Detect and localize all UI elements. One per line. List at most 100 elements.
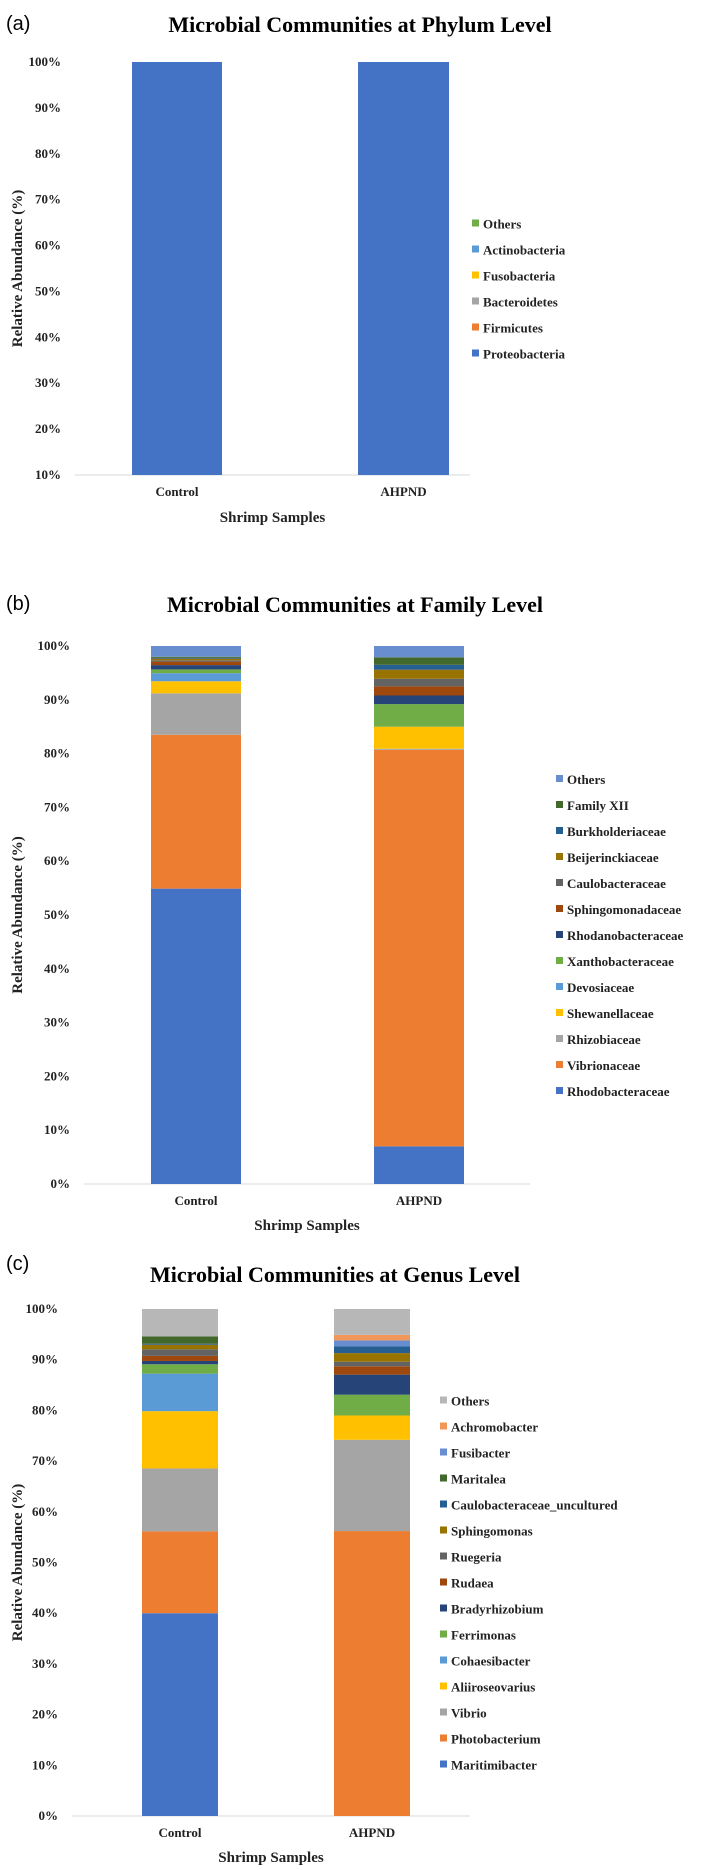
y-tick-label: 20% xyxy=(35,421,61,436)
bar-segment-family-xii xyxy=(151,656,241,658)
legend-label: Fusibacter xyxy=(451,1446,510,1461)
bar-segment-bradyrhizobium xyxy=(142,1360,218,1365)
y-tick-label: 50% xyxy=(32,1555,58,1570)
y-tick-label: 40% xyxy=(32,1605,58,1620)
bar-segment-vibrionaceae xyxy=(151,734,241,889)
bar-segment-aliiroseovarius xyxy=(142,1411,218,1469)
y-tick-label: 70% xyxy=(32,1453,58,1468)
bar-segment-devosiaceae xyxy=(151,673,241,682)
legend-swatch xyxy=(556,1035,563,1042)
legend-label: Others xyxy=(483,217,521,232)
legend-item: Ferrimonas xyxy=(440,1628,516,1643)
y-tick-label: 30% xyxy=(32,1656,58,1671)
y-tick-label: 50% xyxy=(44,907,70,922)
legend-label: Rhizobiaceae xyxy=(567,1032,641,1047)
chart-panel-0: (a) Microbial Communities at Phylum Level… xyxy=(6,12,566,526)
bar-segment-maritalea xyxy=(142,1336,218,1344)
legend-item: Firmicutes xyxy=(472,321,543,336)
x-axis-title: Shrimp Samples xyxy=(218,1850,324,1866)
y-axis-title: Relative Abundance (%) xyxy=(10,836,26,994)
bar-segment-others xyxy=(374,646,464,658)
bar-segment-proteobacteria xyxy=(132,62,222,475)
y-tick-label: 100% xyxy=(26,1301,59,1316)
legend-swatch xyxy=(472,297,479,305)
legend-item: Xanthobacteraceae xyxy=(556,954,674,969)
bar-segment-burkholderiaceae xyxy=(374,664,464,670)
bar-segment-achromobacter xyxy=(334,1334,410,1341)
bar-segment-cohaesibacter xyxy=(142,1373,218,1412)
legend-swatch xyxy=(440,1552,447,1560)
bar-segment-sphingomonas xyxy=(142,1344,218,1350)
legend-swatch xyxy=(440,1682,447,1690)
bar-segment-rhodobacteraceae xyxy=(374,1146,464,1184)
chart-title: Microbial Communities at Phylum Level xyxy=(168,12,551,37)
legend-item: Others xyxy=(472,217,521,232)
bar-segment-rhizobiaceae xyxy=(374,748,464,750)
bar-segment-vibrio xyxy=(142,1468,218,1532)
legend-label: Vibrionaceae xyxy=(567,1058,640,1073)
y-axis-title: Relative Abundance (%) xyxy=(10,190,26,348)
panel-label: (a) xyxy=(6,13,30,35)
bar-segment-rhizobiaceae xyxy=(151,693,241,735)
legend-swatch xyxy=(440,1526,447,1534)
y-tick-label: 100% xyxy=(38,638,71,653)
y-axis-title: Relative Abundance (%) xyxy=(10,1484,26,1642)
legend-swatch xyxy=(440,1474,447,1482)
legend-item: Caulobacteraceae_uncultured xyxy=(440,1498,618,1513)
bar-segment-xanthobacteraceae xyxy=(374,704,464,727)
legend-swatch xyxy=(440,1656,447,1664)
x-category-label: Control xyxy=(174,1193,217,1208)
legend-label: Sphingomonas xyxy=(451,1524,533,1539)
legend-item: Sphingomonadaceae xyxy=(556,902,681,917)
y-tick-label: 20% xyxy=(44,1068,70,1083)
legend-item: Rudaea xyxy=(440,1576,494,1591)
bar-segment-burkholderiaceae xyxy=(151,657,241,659)
y-tick-label: 70% xyxy=(44,799,70,814)
bar-segment-caulobacteraceae-uncultured xyxy=(334,1346,410,1354)
legend-swatch xyxy=(556,827,563,834)
legend-label: Caulobacteraceae_uncultured xyxy=(451,1498,618,1513)
bar-segment-proteobacteria xyxy=(358,62,449,475)
legend-item: Bradyrhizobium xyxy=(440,1602,544,1617)
legend-item: Maritalea xyxy=(440,1472,506,1487)
legend-item: Family XII xyxy=(556,798,629,813)
y-tick-label: 30% xyxy=(35,375,61,390)
legend-swatch xyxy=(440,1708,447,1716)
bar-segment-rudaea xyxy=(142,1355,218,1361)
legend-label: Actinobacteria xyxy=(483,243,566,258)
bar-segment-xanthobacteraceae xyxy=(151,669,241,674)
bar-segment-beijerinckiaceae xyxy=(374,669,464,679)
legend-item: Sphingomonas xyxy=(440,1524,533,1539)
bar-segment-maritimibacter xyxy=(142,1613,218,1816)
legend-item: Actinobacteria xyxy=(472,243,566,258)
bar-segment-others xyxy=(142,1309,218,1337)
legend-label: Rhodobacteraceae xyxy=(567,1084,670,1099)
y-tick-label: 40% xyxy=(35,329,61,344)
legend-label: Bradyrhizobium xyxy=(451,1602,544,1617)
legend-item: Photobacterium xyxy=(440,1732,541,1747)
legend-swatch xyxy=(440,1760,447,1768)
bar-segment-vibrionaceae xyxy=(374,749,464,1147)
legend-item: Shewanellaceae xyxy=(556,1006,654,1021)
bar-segment-sphingomonas xyxy=(334,1353,410,1362)
legend-label: Proteobacteria xyxy=(483,347,566,362)
legend-item: Rhodanobacteraceae xyxy=(556,928,683,943)
legend-swatch xyxy=(440,1422,447,1430)
legend-item: Caulobacteraceae xyxy=(556,876,666,891)
legend-swatch xyxy=(440,1578,447,1586)
bar-segment-sphingomonadaceae xyxy=(151,661,241,666)
bar-segment-caulobacteraceae-uncultured xyxy=(142,1343,218,1345)
legend-swatch xyxy=(472,245,479,253)
chart-panel-1: (b) Microbial Communities at Family Level… xyxy=(6,592,683,1234)
legend-swatch xyxy=(556,801,563,808)
x-axis-title: Shrimp Samples xyxy=(220,510,326,526)
y-tick-label: 80% xyxy=(32,1402,58,1417)
legend-label: Xanthobacteraceae xyxy=(567,954,674,969)
y-tick-label: 60% xyxy=(44,853,70,868)
legend-label: Beijerinckiaceae xyxy=(567,850,659,865)
legend-item: Rhizobiaceae xyxy=(556,1032,641,1047)
legend-swatch xyxy=(440,1604,447,1612)
legend-item: Others xyxy=(440,1394,489,1409)
bar-segment-family-xii xyxy=(374,657,464,665)
